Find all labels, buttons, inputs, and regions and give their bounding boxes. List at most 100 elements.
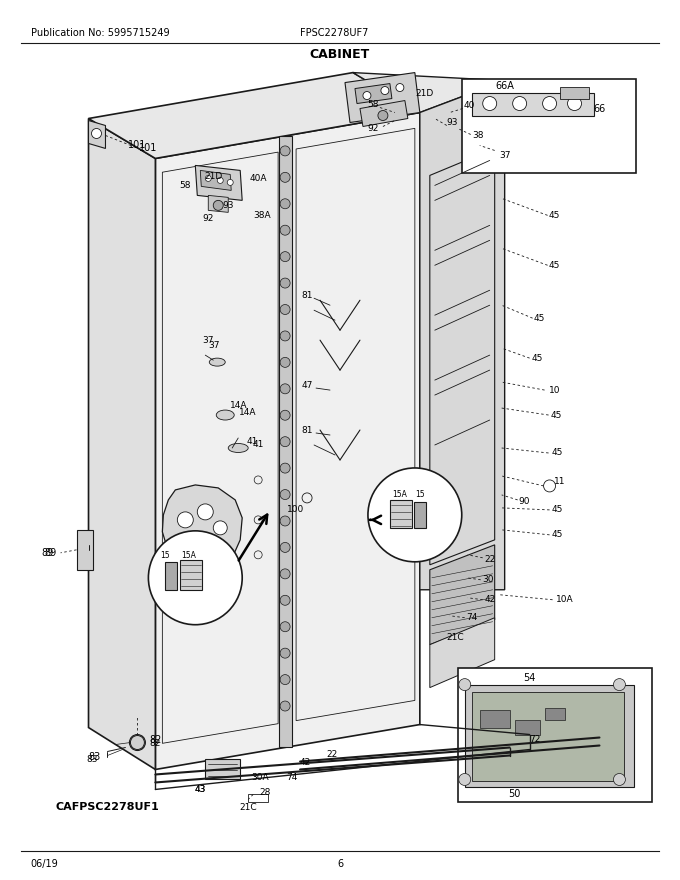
Polygon shape: [430, 545, 494, 645]
Circle shape: [280, 675, 290, 685]
Circle shape: [280, 542, 290, 553]
Text: 38A: 38A: [254, 211, 271, 220]
Text: 14A: 14A: [239, 407, 257, 416]
Text: 37: 37: [209, 341, 220, 349]
Bar: [462, 78, 636, 173]
Text: 11: 11: [554, 478, 565, 487]
Circle shape: [543, 97, 556, 111]
Bar: [165, 561, 177, 590]
Circle shape: [217, 178, 223, 183]
Text: CAFPSC2278UF1: CAFPSC2278UF1: [56, 803, 159, 812]
Text: 45: 45: [549, 260, 560, 270]
Bar: [414, 502, 426, 528]
Circle shape: [280, 278, 290, 288]
Text: 14A: 14A: [229, 400, 247, 409]
Text: 28: 28: [260, 788, 271, 797]
Polygon shape: [205, 759, 240, 780]
Text: 45: 45: [549, 211, 560, 220]
Circle shape: [280, 595, 290, 605]
Text: 54: 54: [524, 672, 536, 683]
Circle shape: [459, 678, 471, 691]
Circle shape: [177, 512, 193, 528]
Bar: [390, 500, 412, 528]
Circle shape: [227, 180, 233, 186]
Text: 40: 40: [464, 101, 475, 110]
Text: 101: 101: [129, 141, 147, 150]
Circle shape: [280, 436, 290, 447]
Text: 21D: 21D: [415, 89, 434, 98]
Circle shape: [280, 146, 290, 156]
Circle shape: [280, 172, 290, 182]
Text: 93: 93: [222, 201, 234, 209]
Bar: [458, 668, 652, 803]
Text: 38: 38: [472, 131, 483, 140]
Text: 82: 82: [150, 739, 161, 748]
Ellipse shape: [228, 444, 248, 452]
Text: 92: 92: [367, 124, 379, 133]
Circle shape: [280, 199, 290, 209]
Text: 10A: 10A: [556, 595, 573, 605]
Text: 58: 58: [180, 181, 191, 190]
Text: 58: 58: [367, 100, 379, 109]
Circle shape: [280, 463, 290, 473]
Polygon shape: [88, 119, 155, 769]
Circle shape: [280, 516, 290, 526]
Circle shape: [378, 111, 388, 121]
Ellipse shape: [216, 410, 234, 420]
Ellipse shape: [209, 358, 225, 366]
Bar: [180, 560, 202, 590]
Text: 74: 74: [466, 613, 477, 622]
Text: 81: 81: [301, 290, 313, 300]
Text: 21C: 21C: [239, 803, 257, 812]
Text: 100: 100: [286, 505, 304, 515]
Circle shape: [280, 331, 290, 341]
Text: 83: 83: [88, 752, 101, 762]
Text: 41: 41: [252, 441, 264, 450]
Circle shape: [197, 504, 214, 520]
Circle shape: [280, 384, 290, 393]
Polygon shape: [208, 195, 228, 212]
Text: 83: 83: [86, 755, 97, 764]
Circle shape: [280, 649, 290, 658]
Polygon shape: [77, 530, 92, 569]
Circle shape: [396, 84, 404, 92]
Text: 37: 37: [203, 335, 214, 345]
Polygon shape: [163, 485, 242, 572]
Text: 06/19: 06/19: [31, 860, 58, 869]
Text: 89: 89: [41, 548, 54, 558]
Circle shape: [613, 678, 626, 691]
Text: 66: 66: [594, 104, 606, 114]
Circle shape: [483, 97, 496, 111]
Text: 45: 45: [532, 354, 543, 363]
Circle shape: [214, 201, 223, 210]
Text: 22: 22: [326, 750, 338, 759]
Circle shape: [459, 774, 471, 786]
Text: 30A: 30A: [252, 773, 269, 782]
Text: 72: 72: [529, 735, 541, 744]
Text: 45: 45: [552, 449, 563, 458]
Polygon shape: [155, 113, 420, 769]
Text: 47: 47: [301, 380, 313, 390]
Text: 89: 89: [44, 548, 56, 558]
Polygon shape: [195, 165, 242, 201]
Text: 50: 50: [509, 789, 521, 799]
Polygon shape: [360, 100, 408, 127]
Circle shape: [613, 774, 626, 786]
Circle shape: [280, 568, 290, 579]
Bar: [479, 709, 509, 728]
Circle shape: [280, 701, 290, 711]
Circle shape: [280, 622, 290, 632]
Polygon shape: [345, 72, 420, 122]
Polygon shape: [472, 692, 624, 781]
Circle shape: [148, 531, 242, 625]
Text: 6: 6: [337, 860, 343, 869]
Text: 92: 92: [203, 214, 214, 223]
Text: 15: 15: [415, 490, 424, 500]
Text: 82: 82: [149, 735, 162, 744]
Circle shape: [513, 97, 526, 111]
Text: 45: 45: [552, 505, 563, 515]
Text: 21D: 21D: [204, 172, 222, 181]
Polygon shape: [430, 149, 494, 565]
Text: 81: 81: [301, 426, 313, 435]
Text: 45: 45: [551, 411, 562, 420]
